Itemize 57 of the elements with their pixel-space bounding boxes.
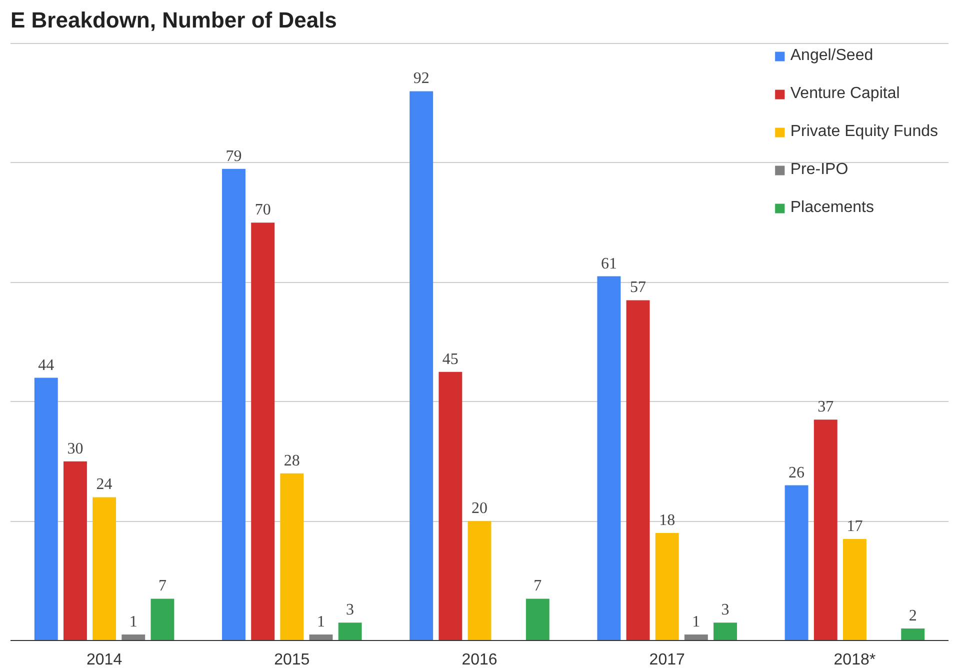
data-label: 37 xyxy=(818,398,834,416)
bar xyxy=(280,473,304,640)
data-label: 1 xyxy=(692,614,700,631)
bar xyxy=(34,378,58,640)
bar xyxy=(410,91,434,640)
bar xyxy=(150,598,174,640)
data-label: 57 xyxy=(630,279,646,296)
legend-label: Venture Capital xyxy=(790,85,900,103)
data-label: 1 xyxy=(129,614,138,631)
data-label: 92 xyxy=(413,70,430,88)
bar xyxy=(63,461,87,640)
legend-label: Placements xyxy=(790,199,874,217)
data-label: 30 xyxy=(67,440,84,458)
bar xyxy=(655,533,679,640)
x-tick-label: 2015 xyxy=(274,652,310,668)
bar xyxy=(626,300,650,640)
data-label: 3 xyxy=(346,602,354,619)
bar xyxy=(222,168,246,640)
x-tick-label: 2014 xyxy=(86,652,122,668)
bar xyxy=(92,497,116,640)
data-label: 28 xyxy=(284,452,300,470)
data-label: 1 xyxy=(316,614,325,631)
data-label: 44 xyxy=(38,356,54,374)
bar xyxy=(597,276,621,640)
data-label: 3 xyxy=(721,602,730,619)
legend-label: Private Equity Funds xyxy=(790,123,938,141)
data-label: 18 xyxy=(659,512,676,530)
bar xyxy=(684,634,708,640)
legend-label: Angel/Seed xyxy=(790,47,874,65)
bar xyxy=(338,622,362,640)
bar xyxy=(526,598,550,640)
bar xyxy=(468,521,492,640)
data-label: 26 xyxy=(788,464,805,482)
bar xyxy=(814,420,838,640)
data-label: 45 xyxy=(442,350,458,368)
x-tick-label: 2017 xyxy=(649,652,685,668)
data-label: 79 xyxy=(226,148,242,165)
bar xyxy=(842,539,866,640)
chart-title: E Breakdown, Number of Deals xyxy=(10,8,337,32)
bar xyxy=(438,372,462,640)
bar xyxy=(309,634,333,640)
x-tick-label: 2018* xyxy=(834,652,876,668)
x-tick-label: 2016 xyxy=(462,652,498,668)
data-label: 70 xyxy=(254,202,271,219)
bar xyxy=(122,634,146,640)
data-label: 20 xyxy=(472,500,488,518)
bar xyxy=(251,222,275,640)
data-label: 61 xyxy=(600,255,617,272)
bar xyxy=(714,622,737,640)
data-label: 7 xyxy=(534,578,542,595)
bar xyxy=(784,485,808,640)
legend-label: Pre-IPO xyxy=(790,161,848,179)
data-label: 2 xyxy=(908,608,917,625)
data-label: 17 xyxy=(846,518,863,536)
bar xyxy=(901,628,925,640)
data-label: 24 xyxy=(96,476,112,494)
data-label: 7 xyxy=(158,578,166,595)
